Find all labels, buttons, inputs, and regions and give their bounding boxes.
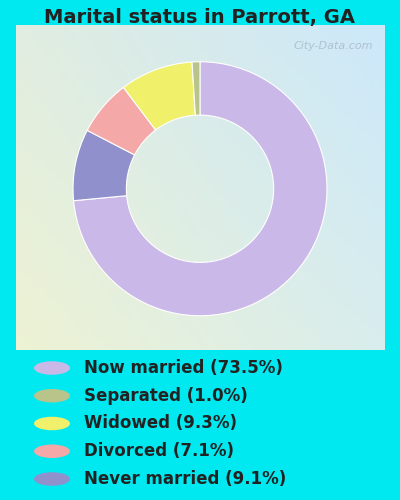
Circle shape [34,472,70,486]
Text: City-Data.com: City-Data.com [294,42,373,51]
Text: Divorced (7.1%): Divorced (7.1%) [84,442,234,460]
Circle shape [34,361,70,375]
Text: Now married (73.5%): Now married (73.5%) [84,359,283,377]
Circle shape [34,389,70,402]
Wedge shape [87,88,156,155]
Wedge shape [73,130,134,200]
Text: Widowed (9.3%): Widowed (9.3%) [84,414,237,432]
Wedge shape [124,62,195,130]
Wedge shape [192,62,200,115]
Text: Marital status in Parrott, GA: Marital status in Parrott, GA [44,8,356,28]
Text: Separated (1.0%): Separated (1.0%) [84,387,248,405]
Circle shape [34,444,70,458]
Circle shape [34,417,70,430]
Wedge shape [74,62,327,316]
Text: Never married (9.1%): Never married (9.1%) [84,470,286,488]
